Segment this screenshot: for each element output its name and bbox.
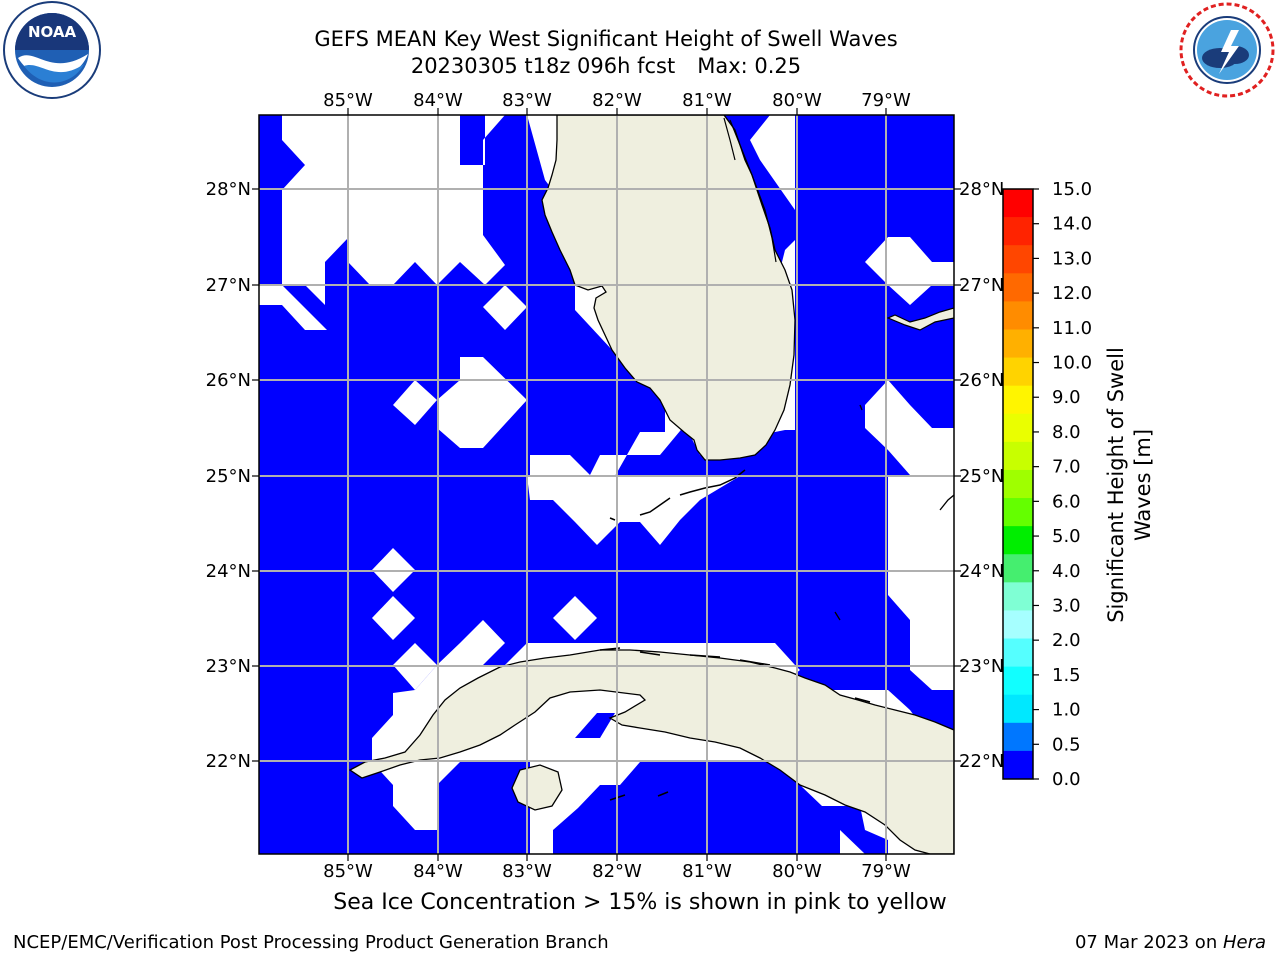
lat-label-left: 27°N (206, 275, 251, 296)
lon-label-bottom: 82°W (592, 861, 642, 882)
footer-date: 07 Mar 2023 on Hera (1075, 932, 1266, 953)
lon-label-bottom: 84°W (413, 861, 463, 882)
lat-label-right: 27°N (959, 275, 1004, 296)
land-florida (541, 115, 796, 461)
lon-label-bottom: 79°W (861, 861, 911, 882)
map-frame (258, 114, 955, 855)
lat-label-left: 23°N (206, 656, 251, 677)
nws-logo (1179, 2, 1275, 98)
land-cuba (348, 649, 954, 854)
lat-label-left: 26°N (206, 370, 251, 391)
sea-ice-note: Sea Ice Concentration > 15% is shown in … (333, 890, 947, 915)
footer-host: Hera (1222, 932, 1266, 953)
max-value-label: Max: 0.25 (697, 54, 802, 78)
chart-title: GEFS MEAN Key West Significant Height of… (314, 27, 898, 51)
lat-label-left: 24°N (206, 561, 251, 582)
lon-label-bottom: 85°W (323, 861, 373, 882)
footer-credit: NCEP/EMC/Verification Post Processing Pr… (13, 932, 609, 953)
noaa-logo-text: NOAA (28, 23, 77, 41)
lat-label-left: 22°N (206, 751, 251, 772)
lat-label-right: 24°N (959, 561, 1004, 582)
lon-label-top: 83°W (502, 90, 552, 111)
lat-label-right: 22°N (959, 751, 1004, 772)
lon-label-top: 79°W (861, 90, 911, 111)
lon-label-top: 81°W (682, 90, 732, 111)
lon-label-top: 84°W (413, 90, 463, 111)
lat-label-left: 25°N (206, 466, 251, 487)
lon-label-bottom: 80°W (772, 861, 822, 882)
lon-label-top: 85°W (323, 90, 373, 111)
lat-label-right: 25°N (959, 466, 1004, 487)
run-time-label: 20230305 t18z 096h fcst (410, 54, 676, 78)
footer-date-text: 07 Mar 2023 on (1074, 932, 1223, 953)
lat-label-left: 28°N (206, 179, 251, 200)
lat-label-right: 23°N (959, 656, 1004, 677)
chart-subtitle-run: 20230305 t18z 096h fcst Max: 0.25 (0, 54, 1212, 78)
lon-label-bottom: 83°W (502, 861, 552, 882)
lat-label-right: 28°N (959, 179, 1004, 200)
lon-label-top: 80°W (772, 90, 822, 111)
lat-label-right: 26°N (959, 370, 1004, 391)
lon-label-top: 82°W (592, 90, 642, 111)
noaa-logo: NOAA (3, 1, 101, 99)
lon-label-bottom: 81°W (682, 861, 732, 882)
graticule (259, 115, 954, 854)
